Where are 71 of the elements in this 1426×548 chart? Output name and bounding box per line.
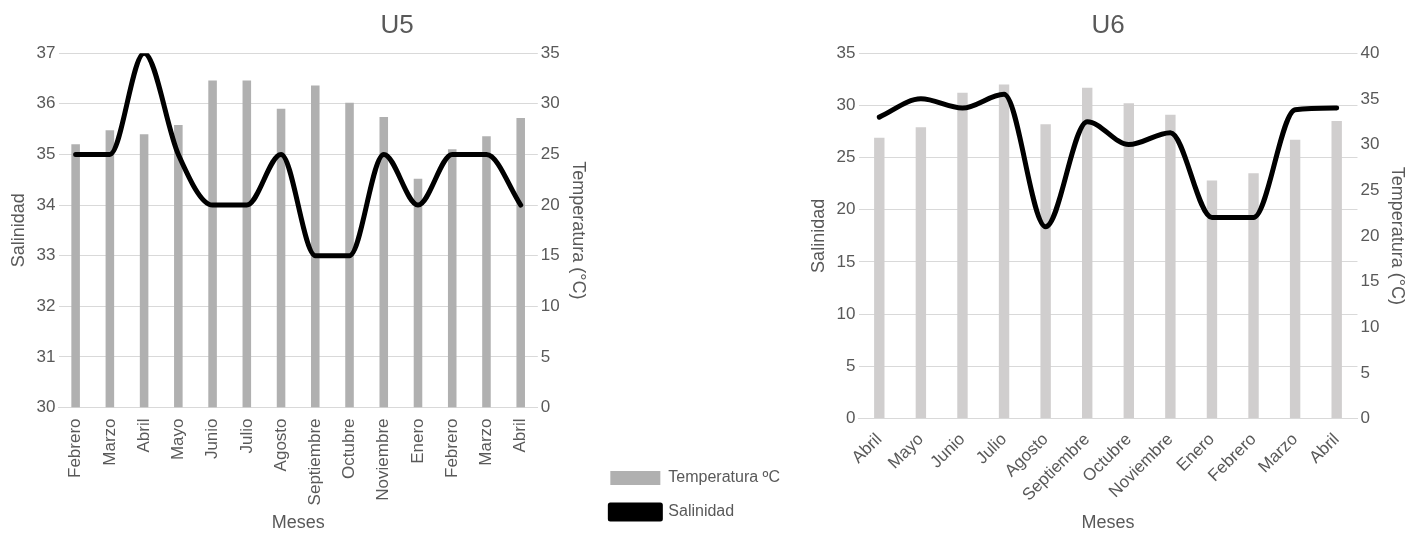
y2-tick-label: 40	[1360, 42, 1380, 62]
x-tick-label: Marzo	[476, 418, 496, 466]
bar	[413, 178, 423, 408]
y-axis-title: Salinidad	[807, 198, 828, 273]
y-tick-label: 25	[836, 147, 856, 167]
bar	[208, 80, 217, 408]
x-tick-label: Junio	[202, 418, 222, 460]
y-tick-label: 33	[36, 245, 56, 265]
y-tick-label: 37	[36, 42, 56, 62]
bar	[71, 144, 80, 408]
x-tick-label: Septiembre	[304, 418, 324, 506]
y-tick-label: 35	[836, 42, 856, 62]
x-tick-label: Julio	[236, 418, 256, 454]
x-tick-label: Abril	[133, 418, 153, 453]
y-tick-label: 15	[836, 251, 856, 271]
y2-axis-title: Temperatura (°C)	[568, 161, 589, 300]
bar	[242, 80, 252, 408]
bar	[105, 130, 115, 408]
bar	[482, 136, 491, 408]
y2-tick-label: 25	[540, 144, 560, 164]
y-tick-label: 36	[36, 93, 56, 113]
y-tick-label: 0	[846, 408, 856, 428]
bar	[311, 85, 320, 408]
y2-tick-label: 35	[540, 42, 560, 62]
x-tick-label: Agosto	[270, 418, 290, 472]
bar	[345, 102, 354, 408]
y-tick-label: 20	[836, 199, 856, 219]
y-tick-label: 32	[36, 295, 56, 315]
y-tick-label: 34	[36, 194, 56, 214]
y-tick-label: 30	[36, 397, 56, 417]
y2-tick-label: 5	[1360, 362, 1370, 382]
x-tick-label: Noviembre	[373, 418, 393, 501]
x-axis-title: Meses	[271, 512, 325, 533]
y-tick-label: 35	[36, 144, 56, 164]
x-tick-label: Mayo	[168, 418, 188, 461]
bar	[379, 116, 389, 408]
x-tick-label: Febrero	[441, 418, 461, 478]
bar	[174, 125, 183, 408]
x-tick-label: Abril	[510, 418, 530, 453]
x-tick-label: Enero	[407, 418, 427, 464]
y2-tick-label: 35	[1360, 88, 1380, 108]
y2-tick-label: 0	[1360, 408, 1370, 428]
y2-tick-label: 30	[1360, 134, 1380, 154]
y2-axis-title: Temperatura (°C)	[1388, 166, 1409, 305]
chart-title: U5	[380, 8, 414, 39]
y2-tick-label: 20	[540, 194, 560, 214]
legend-label: Temperatura ºC	[668, 468, 781, 486]
y-tick-label: 5	[846, 356, 856, 375]
bar	[516, 117, 525, 408]
y2-tick-label: 10	[1360, 316, 1380, 336]
y-tick-label: 30	[836, 95, 856, 115]
y2-tick-label: 20	[1360, 225, 1380, 245]
y2-tick-label: 5	[540, 346, 551, 366]
bar	[447, 149, 457, 408]
bar	[276, 108, 286, 408]
x-axis-title: Meses	[1081, 512, 1135, 533]
y2-tick-label: 25	[1360, 179, 1380, 199]
y-tick-label: 31	[36, 346, 56, 366]
bar	[139, 134, 149, 408]
legend-label: Salinidad	[668, 502, 735, 520]
y2-tick-label: 15	[1360, 271, 1380, 291]
x-tick-label: Marzo	[99, 418, 119, 466]
y-axis-title: Salinidad	[7, 193, 28, 268]
y2-tick-label: 30	[540, 93, 560, 113]
x-tick-label: Octubre	[339, 418, 359, 479]
chart-title: U6	[1091, 8, 1125, 39]
y2-tick-label: 10	[540, 295, 560, 315]
y-tick-label: 10	[836, 303, 856, 323]
y2-tick-label: 15	[540, 245, 560, 265]
x-tick-label: Febrero	[65, 418, 85, 478]
y2-tick-label: 0	[540, 397, 551, 417]
